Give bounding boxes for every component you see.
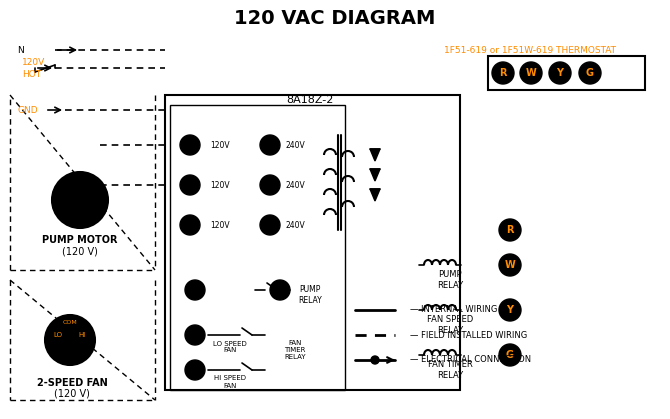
Circle shape xyxy=(180,175,200,195)
Circle shape xyxy=(50,327,66,343)
Circle shape xyxy=(62,340,78,356)
Circle shape xyxy=(185,360,205,380)
Circle shape xyxy=(499,344,521,366)
Circle shape xyxy=(499,219,521,241)
Text: P2: P2 xyxy=(263,181,277,189)
Text: 8A18Z-2: 8A18Z-2 xyxy=(286,95,334,105)
Text: FAN TIMER
RELAY: FAN TIMER RELAY xyxy=(427,360,472,380)
Text: N: N xyxy=(17,46,23,54)
Text: HOT: HOT xyxy=(22,70,41,78)
Circle shape xyxy=(185,280,205,300)
Circle shape xyxy=(180,135,200,155)
Polygon shape xyxy=(370,169,380,181)
Text: W: W xyxy=(526,68,537,78)
Text: GND: GND xyxy=(17,106,38,114)
Text: G: G xyxy=(586,68,594,78)
Circle shape xyxy=(260,135,280,155)
Text: 120V: 120V xyxy=(210,140,230,150)
Text: 240V: 240V xyxy=(285,181,305,189)
Text: 240V: 240V xyxy=(285,220,305,230)
Text: — ELECTRICAL CONNECTION: — ELECTRICAL CONNECTION xyxy=(410,355,531,365)
Text: L2: L2 xyxy=(264,140,276,150)
Circle shape xyxy=(185,325,205,345)
Text: 120V: 120V xyxy=(210,220,230,230)
Circle shape xyxy=(52,172,108,228)
Text: 240V: 240V xyxy=(285,140,305,150)
Circle shape xyxy=(520,62,542,84)
Text: 1F51-619 or 1F51W-619 THERMOSTAT: 1F51-619 or 1F51W-619 THERMOSTAT xyxy=(444,46,616,54)
Text: 120V: 120V xyxy=(210,181,230,189)
Text: L1: L1 xyxy=(190,285,200,295)
Circle shape xyxy=(499,299,521,321)
Text: 120V: 120V xyxy=(22,57,46,67)
Text: HI: HI xyxy=(190,365,200,375)
Circle shape xyxy=(499,254,521,276)
Text: PUMP
RELAY: PUMP RELAY xyxy=(437,270,463,290)
Text: COM: COM xyxy=(62,320,77,324)
Text: (120 V): (120 V) xyxy=(62,247,98,257)
Polygon shape xyxy=(370,149,380,161)
Text: FAN
TIMER
RELAY: FAN TIMER RELAY xyxy=(284,340,306,360)
Text: R: R xyxy=(499,68,507,78)
Circle shape xyxy=(65,185,95,215)
Circle shape xyxy=(180,215,200,235)
Text: F2: F2 xyxy=(264,220,276,230)
Text: W: W xyxy=(505,260,515,270)
Text: — INTERNAL WIRING: — INTERNAL WIRING xyxy=(410,305,497,315)
Circle shape xyxy=(492,62,514,84)
Text: — FIELD INSTALLED WIRING: — FIELD INSTALLED WIRING xyxy=(410,331,527,339)
Circle shape xyxy=(260,175,280,195)
Text: HI SPEED
FAN: HI SPEED FAN xyxy=(214,375,246,388)
Text: 2-SPEED FAN: 2-SPEED FAN xyxy=(37,378,107,388)
Text: G: G xyxy=(506,350,514,360)
Circle shape xyxy=(74,327,90,343)
Text: P1: P1 xyxy=(274,285,286,295)
Circle shape xyxy=(371,356,379,364)
Text: P2: P2 xyxy=(184,181,196,189)
Text: 120 VAC DIAGRAM: 120 VAC DIAGRAM xyxy=(234,8,436,28)
Circle shape xyxy=(45,315,95,365)
Text: N: N xyxy=(186,140,194,150)
Text: FAN SPEED
RELAY: FAN SPEED RELAY xyxy=(427,316,473,335)
Text: PUMP
RELAY: PUMP RELAY xyxy=(298,285,322,305)
Circle shape xyxy=(549,62,571,84)
Text: PUMP MOTOR: PUMP MOTOR xyxy=(42,235,118,245)
Circle shape xyxy=(270,280,290,300)
Text: R: R xyxy=(507,225,514,235)
Circle shape xyxy=(260,215,280,235)
Text: LO: LO xyxy=(54,332,62,338)
Text: Y: Y xyxy=(557,68,563,78)
Text: HI: HI xyxy=(78,332,86,338)
Text: F2: F2 xyxy=(184,220,196,230)
Text: (120 V): (120 V) xyxy=(54,388,90,398)
Text: Y: Y xyxy=(507,305,513,315)
Polygon shape xyxy=(370,189,380,201)
Text: L0: L0 xyxy=(190,331,200,339)
Text: LO SPEED
FAN: LO SPEED FAN xyxy=(213,341,247,354)
Circle shape xyxy=(75,195,85,205)
Circle shape xyxy=(579,62,601,84)
